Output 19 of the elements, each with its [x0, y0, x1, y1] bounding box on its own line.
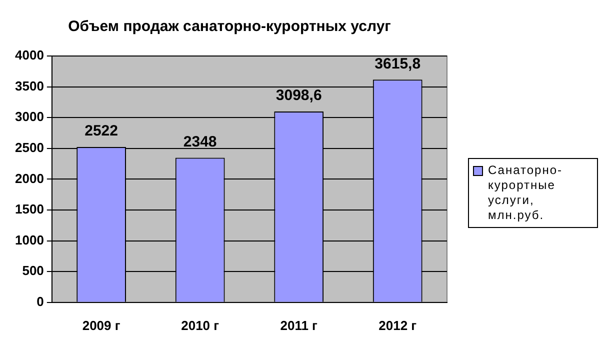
y-tick-label: 0 — [36, 294, 44, 309]
y-tick-label: 500 — [22, 263, 44, 278]
y-tick-label: 3000 — [15, 109, 44, 124]
x-tick-label: 2012 г — [378, 318, 418, 333]
y-tick-label: 4000 — [15, 48, 44, 63]
y-tick-label: 2000 — [15, 170, 44, 186]
x-tick-label: 2010 г — [181, 318, 220, 333]
x-tick-label: 2009 г — [82, 318, 121, 333]
y-tick-label: 1500 — [15, 202, 44, 217]
data-label: 2522 — [84, 122, 118, 140]
legend-label: Санаторно-курортные услуги, млн.руб. — [488, 163, 564, 223]
x-tick-label: 2011 г — [280, 318, 318, 333]
y-tick-label: 2500 — [15, 140, 44, 155]
data-label: 3615,8 — [374, 55, 421, 72]
data-label: 2348 — [183, 133, 217, 150]
y-tick-label: 1000 — [15, 232, 44, 248]
data-label: 3098,6 — [276, 87, 322, 104]
chart-title: Объем продаж санаторно-курортных услуг — [68, 18, 391, 36]
y-tick-label: 3500 — [15, 78, 44, 94]
